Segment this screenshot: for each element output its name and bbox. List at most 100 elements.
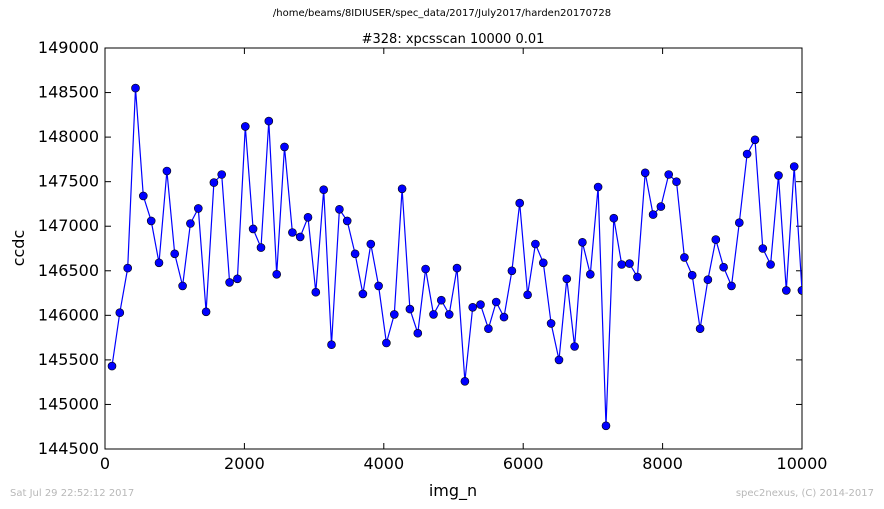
x-tick-label: 6000 <box>503 454 544 473</box>
series-0 <box>107 83 802 431</box>
data-point <box>578 238 587 247</box>
y-tick-label: 146500 <box>38 261 99 280</box>
data-point <box>546 319 556 328</box>
data-point <box>107 361 117 371</box>
data-point <box>413 328 423 338</box>
data-point <box>295 232 305 242</box>
data-point <box>366 239 376 249</box>
data-point <box>648 210 658 219</box>
x-tick-label: 2000 <box>224 454 265 473</box>
data-point <box>727 281 736 291</box>
data-point <box>585 269 595 279</box>
data-point <box>633 272 642 282</box>
x-tick-label: 10000 <box>777 454 828 473</box>
data-point <box>672 177 681 186</box>
data-point <box>170 249 179 259</box>
chart-title: #328: xpcsscan 10000 0.01 <box>362 32 545 47</box>
footer-timestamp: Sat Jul 29 22:52:12 2017 <box>10 488 135 499</box>
data-point <box>146 216 156 226</box>
data-point <box>468 302 478 312</box>
y-tick-label: 148000 <box>38 127 99 146</box>
data-point <box>350 249 360 259</box>
data-point <box>515 198 525 208</box>
y-axis-label: ccdc <box>9 230 28 267</box>
data-point <box>460 376 470 386</box>
x-tick-label: 4000 <box>363 454 404 473</box>
data-point <box>711 235 721 244</box>
ticks: 0 2000 4000 6000 8000 10000 144500 145000 145500… <box>38 38 828 473</box>
data-point <box>382 338 391 348</box>
data-point <box>695 324 705 334</box>
y-tick-label: 145000 <box>38 394 99 413</box>
data-point <box>562 274 572 284</box>
data-point <box>664 170 674 179</box>
data-point <box>178 281 187 291</box>
data-point <box>358 289 368 299</box>
data-point <box>421 264 430 274</box>
data-point <box>162 166 172 176</box>
x-axis-label: img_n <box>429 481 477 501</box>
data-point <box>233 274 242 284</box>
data-point <box>617 260 627 269</box>
data-point <box>719 262 728 272</box>
data-point <box>154 258 164 268</box>
data-point <box>374 281 383 291</box>
data-point <box>491 297 501 307</box>
data-point <box>531 239 540 249</box>
y-tick-label: 147500 <box>38 172 99 191</box>
data-point <box>452 263 462 273</box>
data-point <box>797 286 802 295</box>
data-point <box>429 310 438 319</box>
data-point <box>554 355 564 365</box>
axes <box>104 47 803 450</box>
data-point <box>194 204 203 213</box>
y-tick-label: 146000 <box>38 305 99 324</box>
data-point <box>742 149 752 159</box>
x-tick-label: 0 <box>100 454 110 473</box>
data-point <box>186 219 195 228</box>
data-point <box>201 307 211 317</box>
y-tick-label: 144500 <box>38 439 99 458</box>
data-point <box>789 162 799 171</box>
data-point <box>335 205 344 214</box>
y-tick-label: 148500 <box>38 83 99 102</box>
data-point <box>523 290 532 300</box>
data-point <box>288 228 297 237</box>
plot-frame <box>104 47 803 450</box>
data-point <box>131 83 140 93</box>
data-point <box>484 324 493 334</box>
data-point <box>217 170 226 179</box>
data-point <box>640 168 650 178</box>
data-point <box>774 171 783 180</box>
data-point <box>280 142 289 152</box>
data-point <box>625 259 634 268</box>
y-tick-label: 145500 <box>38 350 99 369</box>
data-point <box>115 308 125 318</box>
y-tick-label: 149000 <box>38 38 99 57</box>
data-point <box>241 122 250 131</box>
data-point <box>593 182 603 192</box>
data-point <box>680 253 689 262</box>
data-point <box>781 286 791 295</box>
data-point <box>507 266 517 276</box>
data-point <box>656 202 666 211</box>
data-point <box>264 116 274 126</box>
data-point <box>397 184 407 194</box>
data-point <box>436 295 446 305</box>
data-point <box>327 340 336 350</box>
y-tick-label: 147000 <box>38 216 99 235</box>
data-point <box>256 243 266 252</box>
data-point <box>758 244 768 253</box>
data-point <box>734 218 744 227</box>
footer-credit: spec2nexus, (C) 2014-2017 <box>735 488 874 499</box>
figure-path-title: /home/beams/8IDIUSER/spec_data/2017/July… <box>272 8 612 19</box>
data-point <box>444 310 454 319</box>
data-point <box>687 270 697 280</box>
data-point <box>311 287 321 297</box>
data-point <box>601 421 611 431</box>
data-point <box>609 213 619 223</box>
data-point <box>499 312 509 322</box>
data-point <box>476 300 485 309</box>
